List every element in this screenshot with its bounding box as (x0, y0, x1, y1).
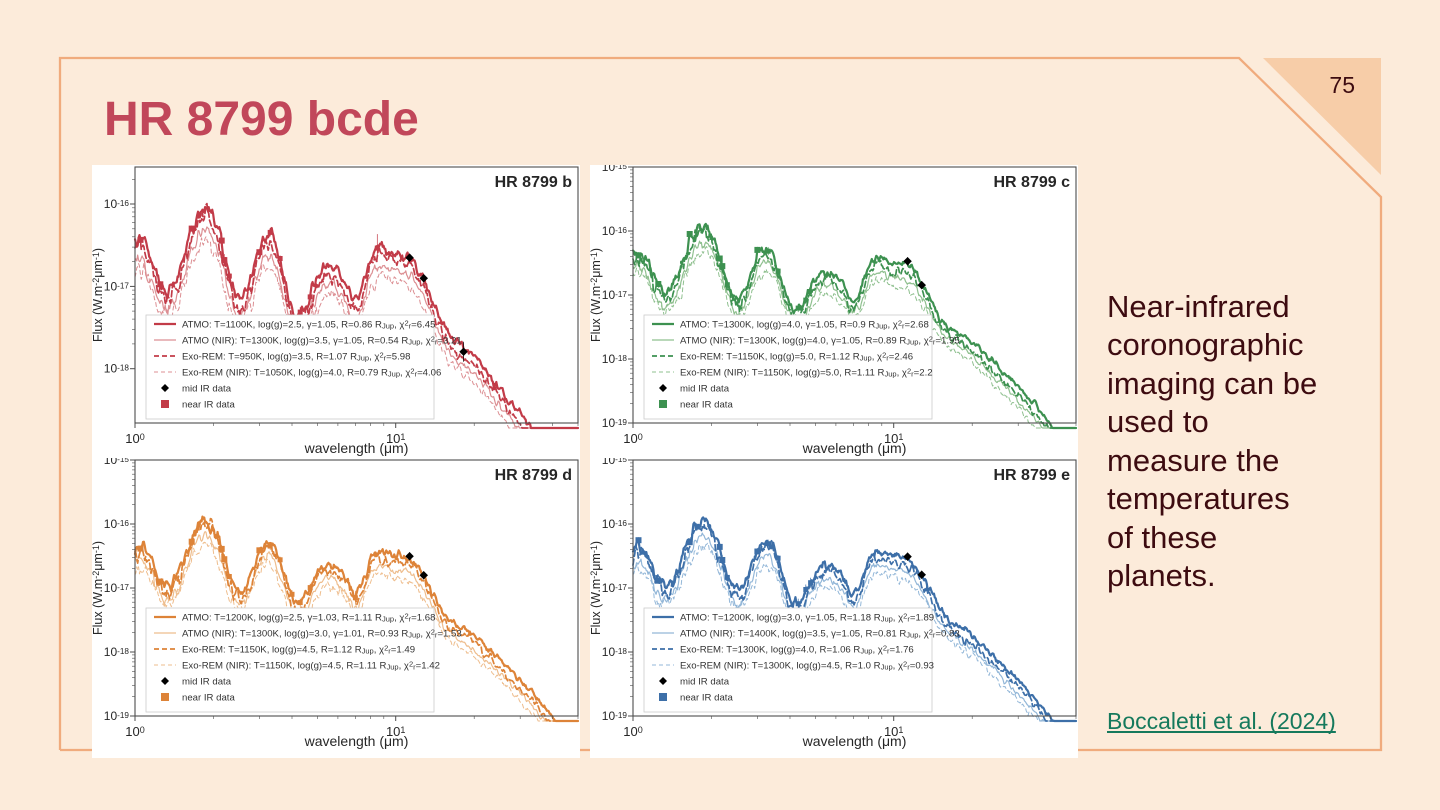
svg-text:near IR data: near IR data (680, 693, 733, 704)
svg-text:Exo-REM: T=950K, log(g)=3.5, R: Exo-REM: T=950K, log(g)=3.5, R=1.07 RJup… (182, 350, 410, 363)
svg-text:near IR data: near IR data (182, 400, 235, 411)
svg-text:ATMO (NIR): T=1400K, log(g)=3.: ATMO (NIR): T=1400K, log(g)=3.5, γ=1.05,… (680, 627, 960, 640)
svg-text:ATMO: T=1300K, log(g)=4.0, γ=1: ATMO: T=1300K, log(g)=4.0, γ=1.05, R=0.9… (680, 318, 929, 331)
svg-text:Exo-REM (NIR): T=1150K, log(g): Exo-REM (NIR): T=1150K, log(g)=4.5, R=1.… (182, 659, 440, 672)
svg-text:near IR data: near IR data (182, 693, 235, 704)
svg-text:ATMO: T=1200K, log(g)=2.5, γ=1: ATMO: T=1200K, log(g)=2.5, γ=1.03, R=1.1… (182, 611, 435, 624)
svg-text:Exo-REM: T=1300K, log(g)=4.0,: Exo-REM: T=1300K, log(g)=4.0, R=1.06 RJu… (680, 643, 914, 656)
svg-text:Exo-REM: T=1150K, log(g)=5.0,: Exo-REM: T=1150K, log(g)=5.0, R=1.12 RJu… (680, 350, 913, 363)
svg-text:Exo-REM (NIR): T=1300K, log(g): Exo-REM (NIR): T=1300K, log(g)=4.5, R=1.… (680, 659, 934, 672)
svg-text:ATMO (NIR): T=1300K, log(g)=3.: ATMO (NIR): T=1300K, log(g)=3.0, γ=1.01,… (182, 627, 462, 640)
svg-text:wavelength (μm): wavelength (μm) (304, 440, 409, 456)
svg-text:wavelength (μm): wavelength (μm) (802, 733, 907, 749)
svg-text:HR 8799 e: HR 8799 e (994, 467, 1071, 484)
svg-text:mid IR data: mid IR data (680, 677, 730, 688)
svg-text:Flux (W.m-2μm-1): Flux (W.m-2μm-1) (590, 541, 603, 635)
svg-text:Flux (W.m-2μm-1): Flux (W.m-2μm-1) (92, 248, 105, 342)
svg-text:mid IR data: mid IR data (182, 677, 232, 688)
svg-text:ATMO: T=1100K, log(g)=2.5, γ=1: ATMO: T=1100K, log(g)=2.5, γ=1.05, R=0.8… (182, 318, 435, 331)
svg-text:Flux (W.m-2μm-1): Flux (W.m-2μm-1) (92, 541, 105, 635)
svg-text:mid IR data: mid IR data (680, 384, 730, 395)
svg-text:near IR data: near IR data (680, 400, 733, 411)
svg-text:Exo-REM: T=1150K, log(g)=4.5,: Exo-REM: T=1150K, log(g)=4.5, R=1.12 RJu… (182, 643, 415, 656)
svg-text:ATMO (NIR): T=1300K, log(g)=4.: ATMO (NIR): T=1300K, log(g)=4.0, γ=1.05,… (680, 334, 960, 347)
svg-text:HR 8799 b: HR 8799 b (495, 174, 573, 191)
svg-text:mid IR data: mid IR data (182, 384, 232, 395)
svg-text:wavelength (μm): wavelength (μm) (802, 440, 907, 456)
svg-text:wavelength (μm): wavelength (μm) (304, 733, 409, 749)
svg-text:ATMO (NIR): T=1300K, log(g)=3.: ATMO (NIR): T=1300K, log(g)=3.5, γ=1.05,… (182, 334, 462, 347)
svg-text:HR 8799 c: HR 8799 c (994, 174, 1071, 191)
svg-text:Exo-REM (NIR): T=1050K, log(g): Exo-REM (NIR): T=1050K, log(g)=4.0, R=0.… (182, 366, 441, 379)
svg-text:HR 8799 d: HR 8799 d (495, 467, 572, 484)
svg-text:Flux (W.m-2μm-1): Flux (W.m-2μm-1) (590, 248, 603, 342)
svg-text:ATMO: T=1200K, log(g)=3.0, γ=1: ATMO: T=1200K, log(g)=3.0, γ=1.05, R=1.1… (680, 611, 934, 624)
